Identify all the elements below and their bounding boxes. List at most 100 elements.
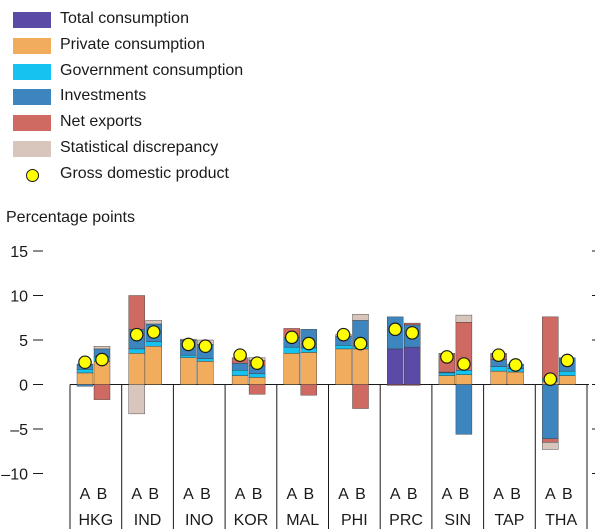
bar-hkg-a-private (76, 372, 94, 385)
bar-label: A (131, 486, 142, 503)
bar-label: B (510, 486, 521, 503)
legend-label: Statistical discrepancy (60, 138, 219, 156)
bar-tha-a-net-exports (542, 316, 559, 380)
bar-phi-a-government (335, 345, 352, 350)
gdp-point-phi-a (336, 327, 351, 342)
bar-tap-a-private (490, 370, 507, 385)
legend-label: Gross domestic product (60, 164, 229, 182)
gdp-point-tap-b (508, 358, 523, 372)
bar-prc-a-neg-net-exports (387, 384, 404, 386)
gdp-point-prc-a (388, 322, 402, 337)
bar-label: A (235, 486, 246, 503)
bar-tap-a-government (490, 366, 507, 372)
bar-label: B (148, 486, 159, 503)
category-label: THA (545, 512, 577, 529)
bar-hkg-b-statistical (93, 346, 111, 350)
bar-hkg-a-government (76, 369, 94, 374)
bar-label: A (286, 486, 297, 503)
bar-mal-b-neg-net-exports (300, 384, 317, 396)
bar-ind-b-statistical (145, 320, 162, 325)
bar-label: A (442, 486, 453, 503)
bar-sin-b-private (455, 374, 473, 385)
legend-label: Total consumption (60, 10, 189, 27)
category-label: TAP (494, 512, 524, 529)
legend-swatch-net-exports (13, 115, 51, 132)
bar-sin-b-neg-investments (455, 384, 473, 435)
bar-kor-a-private (231, 375, 249, 385)
bar-kor-a-investments (231, 362, 249, 371)
gdp-point-hkg-b (95, 352, 109, 367)
bar-ind-a-private (128, 353, 145, 385)
bar-ino-a-private (180, 357, 197, 385)
bar-hkg-b-neg-net-exports (93, 384, 111, 400)
bar-label: B (200, 486, 211, 503)
gdp-point-mal-a (284, 330, 299, 345)
category-label: PHI (341, 512, 368, 529)
bar-prc-a-total (387, 348, 404, 385)
category-label: PRC (389, 512, 423, 529)
bar-mal-a-government (283, 346, 300, 354)
bar-ind-b-private (145, 346, 162, 385)
bar-tha-a-neg-investments (542, 384, 559, 439)
legend-marker-gdp (26, 168, 39, 182)
bar-sin-a-private (438, 375, 456, 385)
bar-ind-a-net-exports (128, 295, 145, 330)
gdp-point-tha-b (560, 353, 575, 368)
gdp-point-kor-b (250, 356, 264, 370)
bar-label: B (355, 486, 366, 503)
gdp-point-tap-a (491, 348, 506, 362)
y-tick-label: 5 (19, 333, 28, 350)
legend-swatch-statistical (13, 140, 51, 157)
gdp-point-ino-a (181, 337, 196, 352)
bar-label: B (407, 486, 418, 503)
legend-swatch-private (13, 37, 51, 54)
bar-phi-b-private (352, 348, 369, 385)
gdp-point-prc-b (405, 326, 419, 340)
bar-ino-b-private (197, 361, 214, 385)
bar-tha-a-neg-statistical (542, 442, 559, 450)
bar-sin-a-government (438, 372, 456, 376)
category-label: IND (134, 512, 162, 529)
y-tick-label: 10 (10, 289, 28, 306)
y-tick-label: 0 (19, 378, 28, 395)
bar-kor-b-neg-net-exports (248, 384, 266, 395)
bar-mal-b-private (300, 352, 317, 385)
bar-kor-b-private (248, 377, 266, 385)
bar-sin-b-statistical (455, 314, 473, 323)
y-tick-label: –5 (10, 422, 28, 439)
legend-swatch-total (13, 12, 51, 28)
bar-phi-b-statistical (352, 313, 369, 321)
bar-prc-b-total (404, 346, 421, 385)
bar-mal-a-private (283, 353, 300, 385)
bar-kor-b-government (248, 373, 266, 378)
bar-phi-a-private (335, 348, 352, 385)
bar-ind-a-neg-statistical (128, 384, 145, 415)
gdp-point-phi-b (353, 336, 368, 351)
category-label: KOR (234, 512, 269, 529)
gdp-point-ind-b (146, 325, 161, 339)
legend-swatch-investments (13, 89, 51, 106)
bar-ind-a-government (128, 348, 145, 354)
gdp-point-ind-a (129, 327, 144, 342)
bar-label: B (562, 486, 573, 503)
bar-tap-b-private (507, 371, 524, 385)
bar-label: A (80, 486, 91, 503)
bar-hkg-a-neg-investments (76, 384, 94, 387)
bar-sin-b-government (455, 370, 473, 375)
bar-label: A (183, 486, 194, 503)
bar-label: B (252, 486, 263, 503)
bar-ino-a-government (180, 354, 197, 359)
bar-label: A (545, 486, 556, 503)
bar-phi-b-neg-net-exports (352, 384, 369, 409)
legend-label: Investments (60, 87, 147, 105)
gdp-point-kor-a (233, 348, 247, 362)
bar-label: B (97, 486, 108, 503)
gdp-point-mal-b (301, 336, 316, 351)
category-label: HKG (79, 512, 114, 529)
category-label: INO (185, 512, 213, 529)
bar-tha-b-government (559, 370, 576, 376)
y-tick-label: –10 (1, 467, 28, 484)
bar-ino-b-government (197, 358, 214, 362)
gdp-point-sin-b (457, 357, 471, 371)
legend-label: Government consumption (60, 61, 244, 79)
